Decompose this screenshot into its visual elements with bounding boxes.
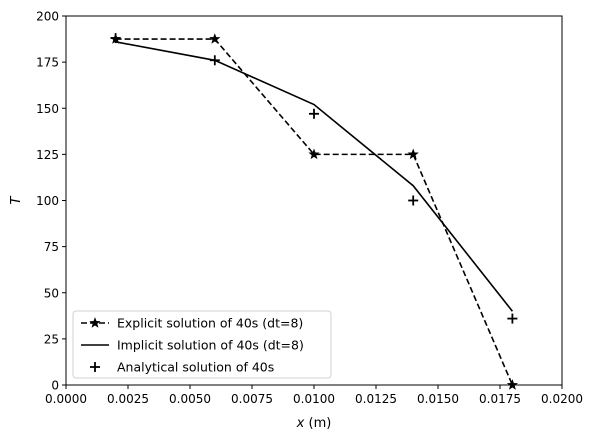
legend: Explicit solution of 40s (dt=8) Implicit …: [72, 310, 332, 379]
x-tick-label: 0.0100: [293, 392, 335, 406]
y-tick-label: 200: [36, 10, 59, 24]
x-tick-label: 0.0025: [107, 392, 149, 406]
y-tick-label: 100: [36, 194, 59, 208]
x-tick-label: 0.0125: [355, 392, 397, 406]
data-point: [309, 108, 319, 119]
y-tick-label: 0: [51, 379, 59, 393]
data-point: [408, 195, 419, 206]
legend-box: [72, 310, 332, 379]
y-tick-label: 175: [36, 56, 59, 70]
legend-item: Analytical solution of 40s: [90, 360, 274, 375]
x-axis-label-variable: x: [296, 416, 305, 431]
plot-layer: [110, 33, 518, 390]
y-tick-label: 125: [36, 148, 59, 162]
legend-label: Explicit solution of 40s (dt=8): [117, 316, 303, 331]
legend-marker: [90, 362, 100, 372]
x-tick-label: 0.0050: [169, 392, 211, 406]
y-axis-ticks: 0 25 50 75 100 125 150 175 200: [36, 10, 66, 393]
y-axis-label: T: [9, 195, 24, 204]
y-tick-label: 50: [44, 286, 59, 300]
x-tick-label: 0.0075: [231, 392, 273, 406]
legend-item: Explicit solution of 40s (dt=8): [81, 316, 303, 331]
data-point: [209, 33, 221, 44]
series-2: [115, 41, 514, 312]
legend-marker: [89, 317, 101, 328]
y-tick-label: 25: [44, 332, 59, 346]
x-tick-label: 0.0150: [417, 392, 459, 406]
legend-label: Implicit solution of 40s (dt=8): [117, 338, 304, 353]
x-axis-label-unit: (m): [304, 416, 331, 431]
x-tick-label: 0.0000: [45, 392, 87, 406]
x-axis-label: x (m): [296, 416, 332, 431]
data-point: [507, 313, 518, 324]
legend-label: Analytical solution of 40s: [117, 360, 274, 375]
legend-item: Implicit solution of 40s (dt=8): [81, 338, 304, 353]
data-point: [110, 33, 121, 44]
y-tick-label: 150: [36, 102, 59, 116]
x-tick-label: 0.0175: [479, 392, 521, 406]
x-tick-label: 0.0200: [541, 392, 583, 406]
x-axis-ticks: 0.0000 0.0025 0.0050 0.0075 0.0100 0.0125 0.01…: [45, 385, 583, 406]
data-point: [407, 148, 419, 160]
series-line: [115, 38, 514, 386]
series-3: [110, 33, 518, 324]
data-point: [209, 55, 220, 66]
series-line: [115, 41, 514, 312]
data-point: [308, 148, 320, 160]
y-tick-label: 75: [44, 240, 59, 254]
